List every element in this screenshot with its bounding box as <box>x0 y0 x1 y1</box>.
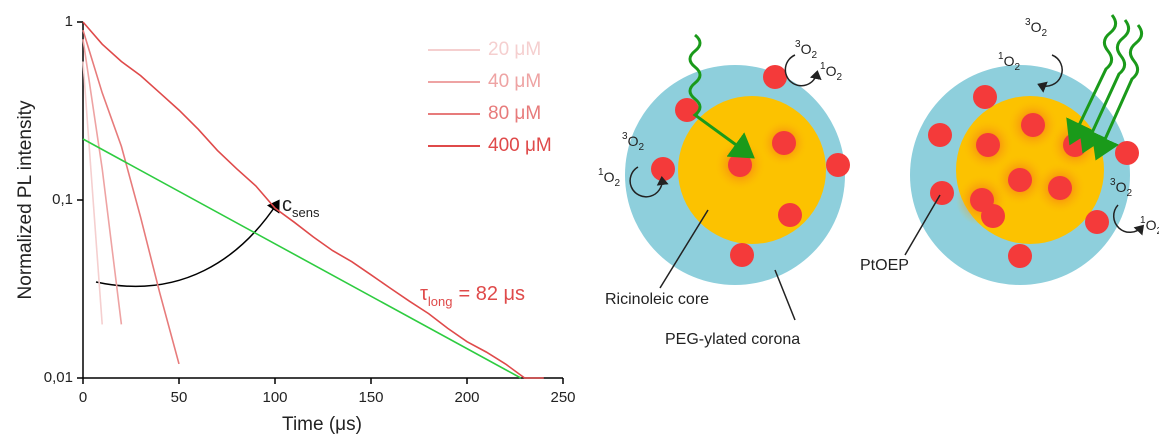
legend-label: 40 μM <box>488 71 541 92</box>
oxygen-label: 3O2 <box>1025 17 1047 39</box>
oxygen-label: 1O2 <box>998 51 1020 73</box>
trend-arrow <box>95 199 280 288</box>
oxygen-sup: 3 <box>795 39 801 50</box>
legend-label: 80 μM <box>488 103 541 124</box>
oxygen-sup: 1 <box>820 61 826 72</box>
oxygen-sub: 2 <box>1014 62 1020 73</box>
data-line <box>82 61 103 325</box>
oxygen-sub: 2 <box>614 178 620 189</box>
oxygen-base: O <box>826 63 837 79</box>
oxygen-sub: 2 <box>1156 226 1159 237</box>
x-axis-label: Time (μs) <box>282 414 362 435</box>
oxygen-sup: 3 <box>1110 177 1116 188</box>
y-tick-label: 0,1 <box>52 191 73 208</box>
y-axis-label: Normalized PL intensity <box>15 100 36 299</box>
oxygen-base: O <box>1116 179 1127 195</box>
x-tick-label: 200 <box>454 389 479 406</box>
oxygen-sub: 2 <box>811 50 817 61</box>
conversion-arcs <box>629 54 1145 236</box>
oxygen-label: 1O2 <box>598 167 620 189</box>
leader-lines <box>659 194 941 321</box>
oxygen-base: O <box>801 41 812 57</box>
excitation-light <box>688 33 755 159</box>
y-tick-label: 0,01 <box>44 369 73 386</box>
oxygen-base: O <box>1146 217 1157 233</box>
oxygen-base: O <box>628 133 639 149</box>
x-tick-label: 50 <box>171 389 188 406</box>
dye-molecules <box>651 65 850 267</box>
oxygen-sup: 1 <box>598 167 604 178</box>
oxygen-sup: 3 <box>1025 17 1031 28</box>
legend-label: 400 μM <box>488 135 552 156</box>
data-line <box>82 39 123 325</box>
arrow-label: csens <box>282 194 320 220</box>
oxygen-sub: 2 <box>1041 28 1047 39</box>
x-tick-label: 250 <box>550 389 575 406</box>
x-tick-label: 150 <box>358 389 383 406</box>
legend-label: 20 μM <box>488 39 541 60</box>
dye-label: PtOEP <box>860 257 909 274</box>
y-tick-label: 1 <box>65 13 73 30</box>
arrow-subscript: sens <box>292 205 320 220</box>
x-tick-label: 100 <box>262 389 287 406</box>
oxygen-sup: 1 <box>1140 215 1146 226</box>
oxygen-label: 1O2 <box>820 61 842 83</box>
data-line <box>82 21 544 379</box>
x-tick-label: 0 <box>79 389 87 406</box>
tau-symbol: τ <box>420 283 428 305</box>
tau-label: τlong = 82 μs <box>420 283 525 309</box>
oxygen-label: 3O2 <box>795 39 817 61</box>
oxygen-sub: 2 <box>836 72 842 83</box>
oxygen-base: O <box>604 169 615 185</box>
corona-label: PEG-ylated corona <box>665 331 800 348</box>
arrow-symbol: c <box>282 194 292 216</box>
core-label: Ricinoleic core <box>605 291 709 308</box>
oxygen-sub: 2 <box>1126 188 1132 199</box>
oxygen-label: 1O2 <box>1140 215 1159 237</box>
tau-text: = 82 μs <box>458 283 525 305</box>
diagram: 3O21O23O21O23O21O23O21O2 Ricinoleic core… <box>598 14 1159 348</box>
oxygen-label: 3O2 <box>1110 177 1132 199</box>
chart: Time (μs) Normalized PL intensity csens … <box>15 13 576 435</box>
oxygen-base: O <box>1031 19 1042 35</box>
oxygen-sup: 3 <box>622 131 628 142</box>
excitation-light <box>1066 14 1143 161</box>
tau-subscript: long <box>428 294 453 309</box>
oxygen-sub: 2 <box>638 142 644 153</box>
oxygen-base: O <box>1004 53 1015 69</box>
oxygen-sup: 1 <box>998 51 1004 62</box>
data-line <box>82 29 180 365</box>
fit-line <box>82 138 522 379</box>
oxygen-label: 3O2 <box>622 131 644 153</box>
